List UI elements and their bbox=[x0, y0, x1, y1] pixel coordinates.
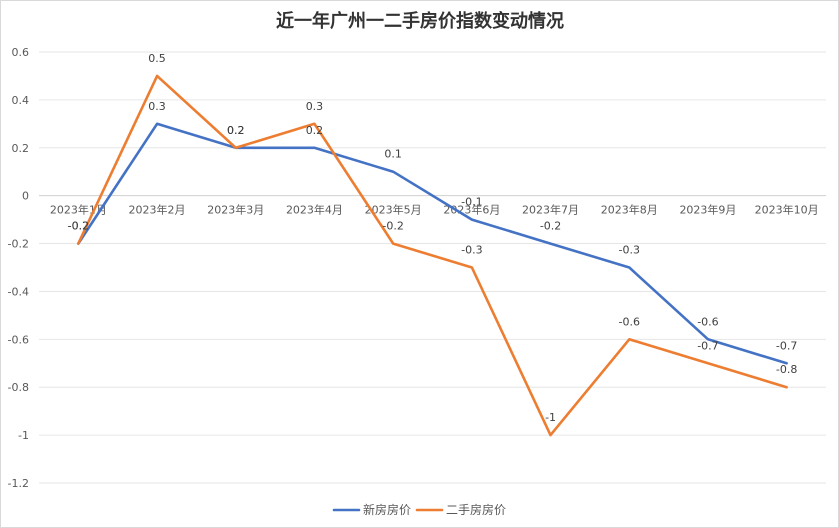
y-tick-label: -0.6 bbox=[8, 333, 29, 346]
y-tick-label: -1.2 bbox=[8, 477, 29, 490]
data-label-2: 0.2 bbox=[227, 124, 245, 137]
data-label-1: -0.6 bbox=[697, 315, 718, 328]
y-tick-label: 0.2 bbox=[12, 142, 30, 155]
y-tick-label: -0.2 bbox=[8, 238, 29, 251]
data-label-1: -0.2 bbox=[68, 220, 89, 233]
data-label-2: 0.5 bbox=[148, 52, 166, 65]
x-axis-ticks: 2023年1月 2023年2月 2023年3月 2023年4月 2023年5月 2023年… bbox=[50, 203, 819, 217]
data-label-1: -0.1 bbox=[461, 196, 482, 209]
data-label-1: 0.3 bbox=[148, 100, 166, 113]
series-line-1 bbox=[77, 122, 788, 365]
x-tick-label: 2023年3月 bbox=[207, 203, 264, 217]
legend: 新房房价 二手房房价 bbox=[332, 502, 506, 517]
data-label-2: -0.7 bbox=[697, 339, 718, 352]
chart-title: 近一年广州一二手房价指数变动情况 bbox=[276, 10, 564, 32]
x-tick-label: 2023年5月 bbox=[365, 203, 422, 217]
y-tick-label: 0.6 bbox=[12, 46, 30, 59]
legend-entry: 二手房房价 bbox=[446, 502, 506, 517]
data-label-1: -0.3 bbox=[619, 244, 640, 257]
data-label-2: -1 bbox=[545, 411, 556, 424]
series-line-2 bbox=[77, 74, 788, 437]
y-tick-label: 0.4 bbox=[12, 94, 30, 107]
x-tick-label: 2023年8月 bbox=[601, 203, 658, 217]
x-tick-label: 2023年7月 bbox=[522, 203, 579, 217]
data-label-1: -0.2 bbox=[540, 220, 561, 233]
data-label-2: -0.3 bbox=[461, 244, 482, 257]
data-label-2: -0.2 bbox=[382, 220, 403, 233]
y-tick-label: -1 bbox=[18, 429, 29, 442]
x-tick-label: 2023年10月 bbox=[755, 203, 819, 217]
y-tick-label: -0.8 bbox=[8, 381, 29, 394]
data-label-1: 0.2 bbox=[227, 124, 245, 137]
x-tick-label: 2023年4月 bbox=[286, 203, 343, 217]
data-label-2: -0.2 bbox=[68, 220, 89, 233]
x-tick-label: 2023年2月 bbox=[129, 203, 186, 217]
series-lines bbox=[77, 74, 788, 437]
x-tick-label: 2023年6月 bbox=[443, 203, 500, 217]
y-tick-label: 0 bbox=[22, 190, 29, 203]
data-label-1: -0.7 bbox=[776, 339, 797, 352]
data-label-2: -0.8 bbox=[776, 363, 797, 376]
y-axis-ticks: 0.6 0.4 0.2 0 -0.2 -0.4 -0.6 -0.8 -1 -1.2 bbox=[8, 46, 29, 490]
data-label-2: 0.3 bbox=[306, 100, 324, 113]
gridlines bbox=[39, 51, 826, 484]
data-label-1: 0.1 bbox=[384, 148, 402, 161]
y-tick-label: -0.4 bbox=[8, 285, 29, 298]
data-label-1: 0.2 bbox=[306, 124, 324, 137]
data-label-2: -0.6 bbox=[619, 315, 640, 328]
data-labels: -0.2 0.3 0.2 0.2 0.1 -0.1 -0.2 -0.3 -0.6 -0.7 -0.2… bbox=[68, 52, 798, 424]
x-tick-label: 2023年9月 bbox=[679, 203, 736, 217]
legend-entry: 新房房价 bbox=[363, 502, 411, 517]
